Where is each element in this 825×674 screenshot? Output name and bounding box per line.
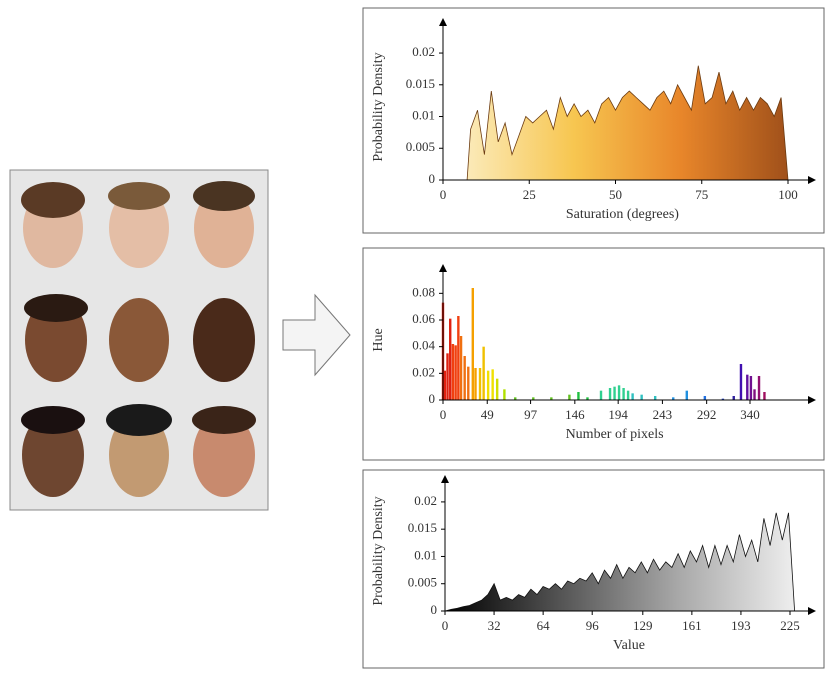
y-axis-label: Probability Density	[371, 496, 386, 605]
hue-bar	[471, 288, 474, 400]
hue-bar	[451, 344, 455, 400]
y-tick-label: 0.01	[412, 108, 435, 123]
density-line	[466, 65, 789, 181]
hue-bar	[454, 345, 457, 400]
y-tick-label: 0	[431, 602, 438, 617]
y-tick-label: 0.015	[408, 520, 437, 535]
hue-bar	[463, 356, 466, 400]
hue-bar	[443, 370, 447, 400]
hue-bar	[446, 353, 449, 400]
arrow	[282, 293, 351, 377]
hue-bar	[503, 389, 506, 400]
hue-bar	[568, 394, 571, 400]
hue-bar	[467, 366, 470, 400]
x-tick-label: 194	[608, 407, 628, 422]
hue-bar	[739, 364, 743, 400]
faces-panel	[9, 169, 269, 511]
x-tick-label: 49	[481, 407, 494, 422]
x-tick-label: 50	[609, 187, 622, 202]
hue-bar	[672, 397, 675, 400]
hue-bar	[586, 397, 589, 400]
x-tick-label: 129	[633, 618, 653, 633]
hue-bar	[622, 388, 625, 400]
x-axis-label: Value	[613, 638, 645, 653]
hue-bar	[457, 316, 460, 400]
x-tick-label: 97	[524, 407, 538, 422]
hue-bar	[482, 346, 485, 400]
hue-bar	[599, 390, 603, 400]
hue-bar	[732, 396, 735, 400]
x-tick-label: 193	[731, 618, 751, 633]
y-tick-label: 0.02	[412, 44, 435, 59]
hue-bar	[703, 396, 707, 400]
hue-bar	[613, 386, 616, 400]
y-tick-label: 0	[429, 171, 436, 186]
hue-bar	[763, 392, 766, 400]
hue-bar	[486, 370, 490, 400]
hue-bar	[514, 397, 517, 400]
x-tick-label: 25	[523, 187, 536, 202]
hue-bar	[495, 378, 499, 400]
hue-bar	[749, 376, 753, 400]
x-tick-label: 96	[586, 618, 600, 633]
x-tick-label: 243	[653, 407, 673, 422]
hue-bar	[746, 374, 749, 400]
x-tick-label: 64	[537, 618, 551, 633]
x-tick-label: 292	[697, 407, 717, 422]
hue-bar	[631, 393, 634, 400]
hue-bar	[474, 368, 477, 400]
chart-panel: 0 0.02 0.04 0.06 0.08 0 49 97 146 194 243 292 340 Num…	[362, 247, 825, 461]
y-tick-label: 0.08	[412, 284, 435, 299]
hue-bar	[685, 390, 688, 400]
y-tick-label: 0.06	[412, 311, 435, 326]
chart-panel: 0 0.005 0.01 0.015 0.02 0 32 64 96 129 161 193 225 Va…	[362, 469, 825, 669]
y-axis-label: Hue	[371, 328, 386, 351]
y-tick-label: 0.02	[414, 493, 437, 508]
x-tick-label: 0	[442, 618, 449, 633]
y-tick-label: 0	[429, 391, 436, 406]
x-tick-label: 161	[682, 618, 702, 633]
area-fill	[467, 65, 788, 180]
area-fill	[445, 512, 795, 611]
x-tick-label: 0	[440, 407, 447, 422]
y-tick-label: 0.005	[408, 575, 437, 590]
hue-bar	[449, 318, 452, 400]
hue-bar	[577, 392, 580, 400]
hue-bar	[721, 398, 725, 400]
y-tick-label: 0.015	[406, 76, 435, 91]
density-line	[444, 512, 795, 612]
hue-bar	[532, 397, 535, 400]
x-tick-label: 32	[488, 618, 501, 633]
x-tick-label: 146	[565, 407, 585, 422]
x-tick-label: 100	[778, 187, 798, 202]
x-tick-label: 75	[695, 187, 708, 202]
hue-bar	[753, 389, 756, 400]
hue-bar	[653, 396, 657, 400]
hue-bar	[550, 397, 553, 400]
y-tick-label: 0.04	[412, 338, 435, 353]
chart-panel: 0 0.005 0.01 0.015 0.02 0 25 50 75 100 Saturation …	[362, 7, 825, 234]
y-tick-label: 0.01	[414, 547, 437, 562]
x-tick-label: 340	[740, 407, 760, 422]
hue-bar	[617, 385, 621, 400]
x-tick-label: 225	[780, 618, 800, 633]
x-axis-label: Number of pixels	[566, 427, 664, 442]
x-axis-label: Saturation (degrees)	[566, 207, 679, 222]
hue-bar	[491, 369, 494, 400]
x-tick-label: 0	[440, 187, 447, 202]
y-tick-label: 0.02	[412, 364, 435, 379]
y-tick-label: 0.005	[406, 139, 435, 154]
hue-bar	[459, 336, 463, 400]
hue-bar	[608, 388, 612, 400]
hue-bar	[626, 390, 630, 400]
hue-bar	[478, 368, 482, 400]
hue-bar	[757, 376, 761, 400]
face-grid	[21, 181, 256, 497]
y-axis-label: Probability Density	[371, 52, 386, 161]
panel-border	[362, 247, 825, 461]
hue-bar	[640, 394, 643, 400]
